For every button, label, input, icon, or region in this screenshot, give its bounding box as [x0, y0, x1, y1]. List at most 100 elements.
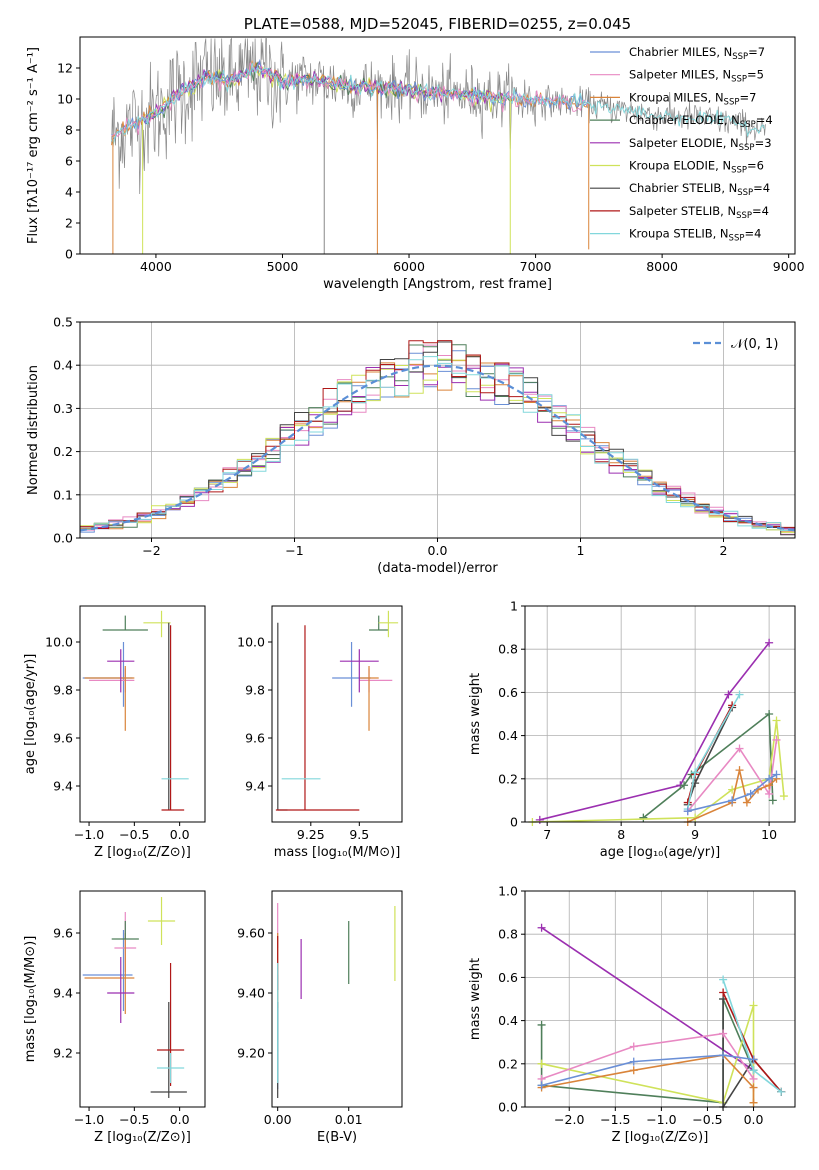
- y-tick-label: 9.8: [245, 683, 265, 698]
- x-tick-label: 8: [617, 827, 625, 842]
- marker-kroupa_stelib: [749, 1066, 758, 1075]
- marker-chabrier_miles: [683, 807, 692, 816]
- y-tick-label: 9.40: [237, 986, 265, 1001]
- marker-chabrier_elodie: [680, 781, 689, 790]
- y-tick-label: 0.2: [498, 771, 518, 786]
- marker-kroupa_stelib: [735, 690, 744, 699]
- x-tick-label: 0.0: [170, 1112, 190, 1127]
- y-tick-label: 0.5: [53, 315, 73, 330]
- model-line-salpeter_miles: [111, 62, 589, 137]
- line-salpeter_miles: [541, 1032, 755, 1080]
- legend-label: Salpeter ELODIE, NSSP=3: [629, 136, 772, 153]
- marker-kroupa_stelib: [691, 768, 700, 777]
- marker-chabrier_elodie: [765, 710, 774, 718]
- axes-frame: [79, 36, 796, 255]
- x-tick-label: −1.0: [646, 1112, 676, 1127]
- x-tick-label: 7000: [520, 259, 552, 274]
- y-tick-label: 0.4: [498, 1013, 518, 1028]
- y-tick-label: 0.2: [53, 444, 73, 459]
- marker-kroupa_miles: [629, 1066, 638, 1075]
- y-tick-label: 0.8: [498, 642, 518, 657]
- x-tick-label: −2.0: [554, 1112, 584, 1127]
- legend-label: Chabrier MILES, NSSP=7: [629, 45, 765, 62]
- marker-chabrier_miles: [629, 1057, 638, 1066]
- x-tick-label: −0.5: [692, 1112, 722, 1127]
- y-tick-label: 9.2: [53, 1046, 73, 1061]
- line-salpeter_elodie: [539, 642, 770, 821]
- y-tick-label: 9.4: [245, 779, 265, 794]
- histogram-kroupa_elodie: [80, 358, 795, 533]
- y-axis-label: age [log₁₀(age/yr)]: [23, 654, 38, 775]
- line-chabrier_miles: [541, 1054, 754, 1087]
- x-tick-label: 9: [691, 827, 699, 842]
- y-tick-label: 12: [57, 61, 73, 76]
- x-axis-label: Z [log₁₀(Z/Z⊙)]: [612, 1130, 709, 1145]
- y-tick-label: 9.6: [53, 731, 73, 746]
- x-tick-label: 0.01: [335, 1112, 363, 1127]
- y-tick-label: 1: [510, 599, 518, 614]
- x-tick-label: 2: [720, 543, 728, 558]
- chart-spectrum: PLATE=0588, MJD=52045, FIBERID=0255, z=0…: [26, 15, 805, 292]
- x-axis-label: mass [log₁₀(M/M⊙)]: [274, 845, 401, 860]
- legend-label: Salpeter STELIB, NSSP=4: [629, 204, 769, 221]
- x-tick-label: 1: [577, 543, 585, 558]
- y-tick-label: 0.8: [498, 927, 518, 942]
- x-axis-label: (data-model)/error: [377, 561, 498, 576]
- x-tick-label: 8000: [646, 259, 678, 274]
- marker-chabrier_elodie: [639, 813, 648, 822]
- y-tick-label: 0.1: [53, 487, 73, 502]
- legend-label: Salpeter MILES, NSSP=5: [629, 68, 764, 85]
- x-tick-label: −1.0: [74, 827, 104, 842]
- x-tick-label: −1: [285, 543, 303, 558]
- x-tick-label: 0.00: [264, 1112, 292, 1127]
- x-tick-label: −0.5: [119, 827, 149, 842]
- line-chabrier_stelib: [686, 707, 733, 805]
- x-tick-label: 10: [761, 827, 777, 842]
- x-tick-label: 5000: [267, 259, 299, 274]
- marker-kroupa_miles: [749, 1083, 758, 1092]
- x-tick-label: 6000: [393, 259, 425, 274]
- y-tick-label: 0.2: [498, 1056, 518, 1071]
- line-salpeter_elodie: [541, 927, 754, 1071]
- x-tick-label: 9000: [773, 259, 805, 274]
- marker-kroupa_miles: [735, 766, 744, 775]
- marker-salpeter_miles: [735, 744, 744, 753]
- legend-label: Kroupa ELODIE, NSSP=6: [629, 159, 764, 176]
- legend-label: Kroupa STELIB, NSSP=4: [629, 227, 761, 244]
- y-tick-label: 10.0: [237, 635, 265, 650]
- y-tick-label: 9.20: [237, 1046, 265, 1061]
- y-tick-label: 0.0: [53, 531, 73, 546]
- y-tick-label: 4: [65, 185, 73, 200]
- x-tick-label: −1.0: [74, 1112, 104, 1127]
- chart-mass_vs_ebv: 0.00 0.01 9.20 9.40 9.60 E(B-V): [237, 890, 403, 1145]
- marker-kroupa_elodie: [749, 1001, 758, 1010]
- y-tick-label: 9.6: [245, 731, 265, 746]
- marker-salpeter_miles: [765, 789, 774, 798]
- chart-weight_vs_Z: −2.0 −1.5 −1.0 −0.5 0.0 0.0 0.2 0.4 0.6 0.8 1.0 Z […: [468, 884, 796, 1145]
- y-axis-label: Flux [fλ10⁻¹⁷ erg cm⁻² s⁻¹ A⁻¹]: [26, 47, 41, 244]
- histogram-kroupa_stelib: [80, 356, 795, 531]
- y-tick-label: 8: [65, 123, 73, 138]
- marker-kroupa_miles: [742, 798, 751, 807]
- line-kroupa_elodie: [532, 720, 785, 823]
- marker-chabrier_miles: [728, 796, 737, 805]
- chart-weight_vs_age: 7 8 9 10 0 0.2 0.4 0.6 0.8 1 age [log₁₀(age/yr)] ma…: [468, 599, 796, 860]
- legend-label: 𝒩(0, 1): [731, 337, 778, 352]
- legend-label: Chabrier STELIB, NSSP=4: [629, 181, 770, 198]
- y-axis-label: mass weight: [468, 958, 483, 1040]
- marker-kroupa_miles: [749, 1098, 758, 1107]
- chart-residuals: 𝒩(0, 1) −2 −1 0.0 1 2 0.0 0.1 0.2 0.3 0.4 0.5 (data-…: [26, 315, 796, 576]
- marker-salpeter_miles: [719, 1029, 728, 1038]
- y-tick-label: 0.4: [498, 728, 518, 743]
- x-axis-label: E(B-V): [317, 1130, 357, 1145]
- marker-chabrier_miles: [765, 774, 774, 783]
- legend-label: Chabrier ELODIE, NSSP=4: [629, 113, 773, 130]
- y-axis-label: mass [log₁₀(M/M⊙)]: [23, 936, 38, 1063]
- marker-salpeter_elodie: [537, 923, 546, 932]
- y-axis-label: mass weight: [468, 673, 483, 755]
- axes-frame: [271, 890, 403, 1108]
- x-axis-label: Z [log₁₀(Z/Z⊙)]: [94, 1130, 191, 1145]
- marker-kroupa_elodie: [772, 716, 781, 725]
- x-tick-label: −1.5: [600, 1112, 630, 1127]
- y-tick-label: 9.60: [237, 926, 265, 941]
